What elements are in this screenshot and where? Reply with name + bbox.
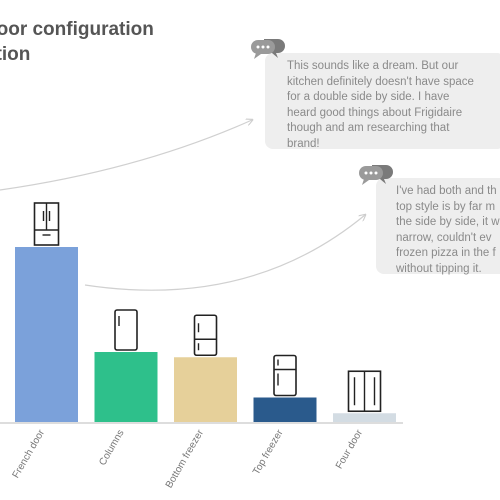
bar-bottom-freezer xyxy=(174,357,237,422)
quote-bubble-2: I've had both and th top style is by far… xyxy=(376,178,500,275)
bar-french-door xyxy=(15,247,78,422)
chart-title-line-1: door configuration xyxy=(0,19,154,40)
chat-bubble-icon xyxy=(359,165,393,185)
chat-bubble-icon xyxy=(251,39,285,59)
french-door-fridge-icon xyxy=(33,202,60,246)
x-tick-label: Bottom freezer xyxy=(164,427,207,490)
bottom-freezer-fridge-icon xyxy=(193,314,218,357)
bar-columns xyxy=(94,352,158,422)
quote-bubble-1: This sounds like a dream. But our kitche… xyxy=(265,53,500,150)
x-tick-label: Columns xyxy=(97,428,126,468)
chart-title-line-2: ation xyxy=(0,44,31,65)
chart-title: door configuration ation xyxy=(0,17,154,67)
x-tick-label: French door xyxy=(11,427,48,480)
x-tick-label: Top freezer xyxy=(251,427,286,476)
connector-arrow-2 xyxy=(84,215,365,291)
top-freezer-fridge-icon xyxy=(273,354,297,397)
column-fridge-icon xyxy=(114,309,138,351)
four-door-fridge-icon xyxy=(347,370,382,413)
bar-top-freezer xyxy=(253,397,317,422)
connector-arrow-1 xyxy=(0,120,252,191)
bar-four-door xyxy=(333,413,396,422)
x-tick-label: Four door xyxy=(334,427,366,471)
